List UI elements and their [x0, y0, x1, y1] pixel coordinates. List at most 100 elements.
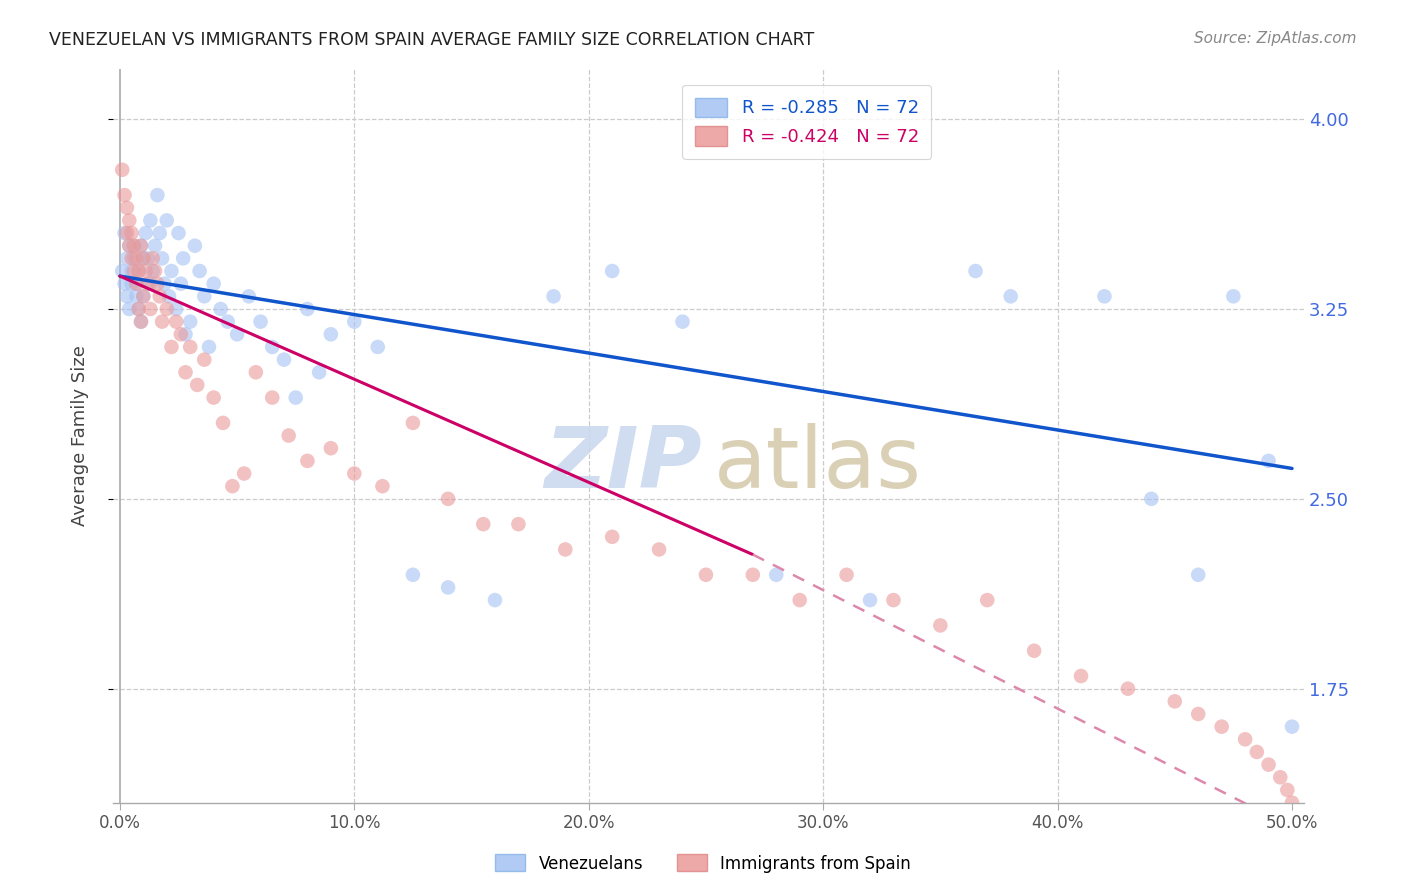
Point [238, 289, 260, 303]
Point [1140, 491, 1163, 506]
Point [1222, 289, 1244, 303]
Point [284, 391, 307, 405]
Point [671, 315, 693, 329]
Point [1211, 720, 1233, 734]
Point [437, 491, 460, 506]
Text: ZIP: ZIP [544, 424, 703, 507]
Point [202, 277, 225, 291]
Point [128, 264, 150, 278]
Point [1000, 289, 1022, 303]
Point [297, 454, 319, 468]
Point [122, 252, 145, 266]
Y-axis label: Average Family Size: Average Family Size [72, 345, 89, 526]
Point [122, 238, 145, 252]
Point [135, 264, 157, 278]
Point [121, 226, 143, 240]
Point [648, 542, 671, 557]
Point [600, 530, 623, 544]
Point [343, 467, 366, 481]
Point [153, 277, 176, 291]
Point [129, 238, 152, 252]
Point [125, 277, 148, 291]
Point [121, 252, 143, 266]
Point [142, 252, 165, 266]
Point [1187, 567, 1209, 582]
Point [128, 264, 150, 278]
Legend: Venezuelans, Immigrants from Spain: Venezuelans, Immigrants from Spain [489, 847, 917, 880]
Point [554, 542, 576, 557]
Point [132, 252, 155, 266]
Point [1270, 770, 1292, 784]
Point [1116, 681, 1139, 696]
Point [146, 277, 169, 291]
Point [1285, 808, 1308, 822]
Point [262, 340, 284, 354]
Point [472, 517, 495, 532]
Point [789, 593, 811, 607]
Point [695, 567, 717, 582]
Point [1024, 644, 1046, 658]
Point [1281, 796, 1303, 810]
Point [165, 315, 187, 329]
Point [209, 301, 232, 316]
Point [115, 201, 138, 215]
Point [188, 264, 211, 278]
Point [371, 479, 394, 493]
Point [319, 327, 342, 342]
Point [882, 593, 904, 607]
Point [143, 238, 166, 252]
Point [135, 226, 157, 240]
Point [115, 226, 138, 240]
Point [118, 238, 141, 252]
Point [115, 252, 138, 266]
Point [1164, 694, 1187, 708]
Point [262, 391, 284, 405]
Point [160, 340, 183, 354]
Point [125, 277, 148, 291]
Point [125, 252, 148, 266]
Point [1187, 706, 1209, 721]
Point [600, 264, 623, 278]
Point [143, 264, 166, 278]
Point [1281, 720, 1303, 734]
Point [129, 315, 152, 329]
Point [136, 277, 159, 291]
Point [115, 289, 138, 303]
Point [118, 301, 141, 316]
Point [132, 289, 155, 303]
Point [233, 467, 256, 481]
Point [402, 416, 425, 430]
Point [212, 416, 235, 430]
Point [835, 567, 858, 582]
Text: Source: ZipAtlas.com: Source: ZipAtlas.com [1194, 31, 1357, 46]
Point [741, 567, 763, 582]
Point [184, 238, 207, 252]
Point [157, 289, 180, 303]
Point [202, 391, 225, 405]
Point [319, 441, 342, 455]
Point [193, 352, 215, 367]
Point [129, 315, 152, 329]
Point [976, 593, 998, 607]
Point [174, 365, 197, 379]
Point [118, 213, 141, 227]
Point [172, 252, 194, 266]
Point [114, 188, 136, 202]
Point [139, 213, 162, 227]
Point [308, 365, 330, 379]
Point [122, 264, 145, 278]
Point [146, 188, 169, 202]
Point [859, 593, 882, 607]
Point [121, 277, 143, 291]
Point [226, 327, 249, 342]
Point [128, 301, 150, 316]
Point [156, 301, 179, 316]
Point [118, 238, 141, 252]
Point [186, 378, 208, 392]
Point [167, 226, 190, 240]
Point [277, 428, 299, 442]
Point [929, 618, 952, 632]
Point [156, 213, 179, 227]
Point [165, 301, 187, 316]
Point [139, 277, 162, 291]
